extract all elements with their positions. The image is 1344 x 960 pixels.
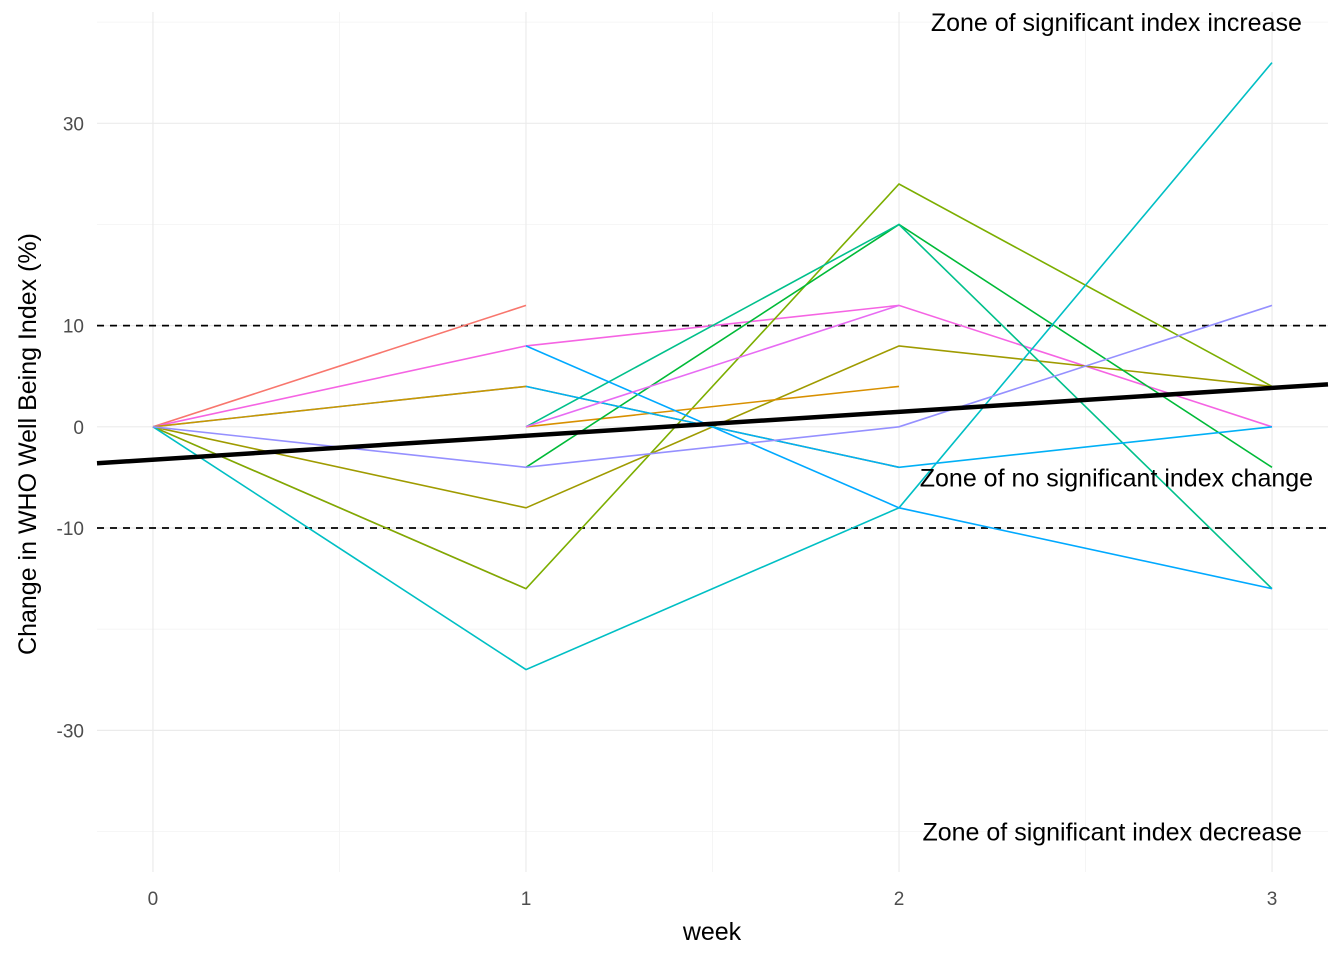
minor-gridlines [97,12,1328,872]
x-axis-title: week [682,918,742,946]
series-line-participant-13 [525,385,1273,469]
x-tick-label: 0 [148,889,159,910]
series-line-participant-08 [525,385,900,428]
participant-series [152,62,1273,671]
y-tick-label: -10 [57,519,84,540]
y-tick-label: 0 [73,418,84,439]
y-tick-label: -30 [57,721,84,742]
series-line-participant-10 [525,223,1273,590]
zone-annotation-3: Zone of significant index decrease [922,819,1301,847]
y-tick-label: 10 [63,317,84,338]
axis-ticks: -30 -10 0 10 30 0 1 2 3 [57,114,1278,910]
series-line-participant-01 [152,304,527,428]
series-line-participant-11 [152,62,1273,671]
zone-annotation-1: Zone of significant index increase [931,9,1302,37]
series-line-participant-15 [525,304,900,428]
trend-layer [96,382,1329,466]
trend-line [96,382,1329,466]
x-tick-label: 2 [894,889,905,910]
zone-annotations: Zone of significant index increase Zone o… [920,9,1313,846]
zone-annotation-2: Zone of no significant index change [920,464,1313,492]
x-tick-label: 1 [521,889,532,910]
y-tick-label: 30 [63,114,84,135]
y-axis-title: Change in WHO Well Being Index (%) [14,233,42,655]
x-tick-label: 3 [1267,889,1278,910]
series-line-participant-12 [525,345,1273,590]
